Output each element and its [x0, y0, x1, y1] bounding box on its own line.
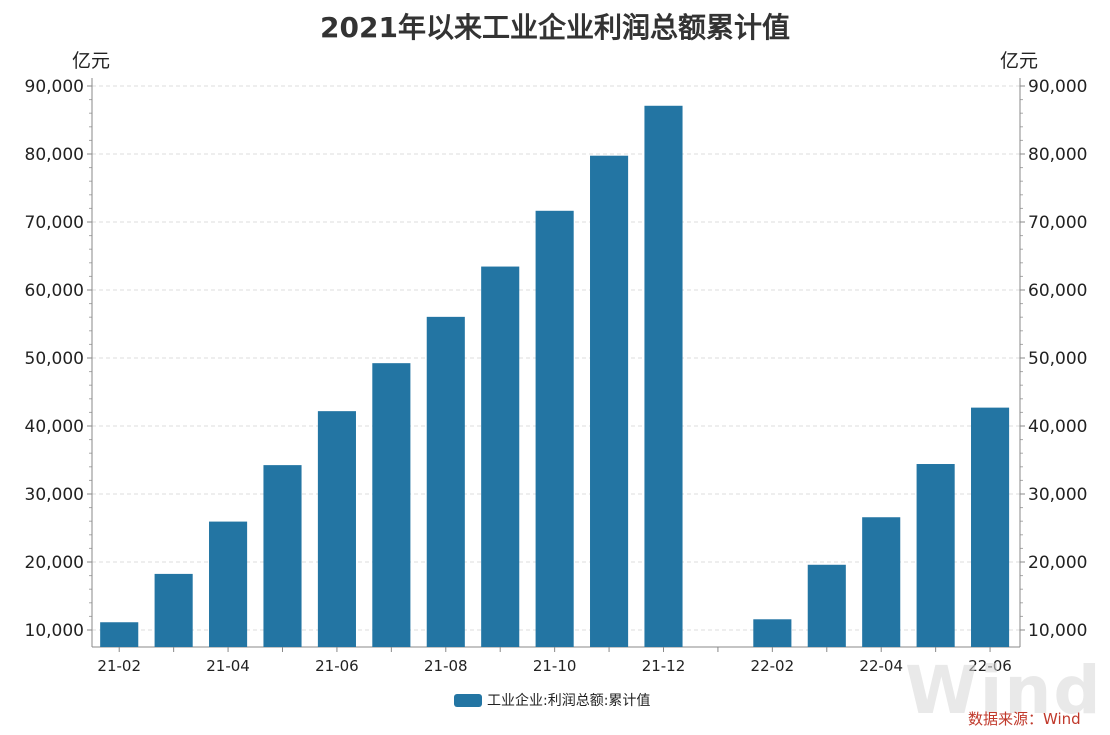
right-axis-tick-label: 80,000 [1028, 145, 1087, 165]
left-axis-tick-label: 80,000 [25, 145, 84, 165]
bar [590, 155, 629, 647]
right-axis-tick-label: 70,000 [1028, 213, 1087, 233]
left-axis-tick-label: 20,000 [25, 553, 84, 573]
right-axis-tick-label: 90,000 [1028, 77, 1087, 97]
bar [644, 105, 683, 647]
right-axis-tick-label: 50,000 [1028, 349, 1087, 369]
bar [535, 210, 574, 647]
left-axis-tick-label: 50,000 [25, 349, 84, 369]
bar [154, 573, 193, 647]
chart-title: 2021年以来工业企业利润总额累计值 [320, 11, 790, 44]
legend-label: 工业企业:利润总额:累计值 [487, 693, 651, 709]
watermark-logo: Wind [905, 652, 1103, 729]
left-axis-unit: 亿元 [72, 50, 111, 72]
bar [100, 622, 139, 647]
right-axis-tick-label: 30,000 [1028, 485, 1087, 505]
bar [862, 517, 901, 647]
left-axis-tick-label: 90,000 [25, 77, 84, 97]
bar [807, 564, 846, 647]
legend-swatch [454, 693, 482, 707]
x-axis-tick-label: 22-04 [859, 657, 903, 675]
x-axis-tick-label: 21-12 [642, 657, 686, 675]
left-axis-tick-label: 60,000 [25, 281, 84, 301]
bar [481, 266, 520, 647]
bar [263, 465, 302, 647]
right-axis-tick-label: 10,000 [1028, 621, 1087, 641]
bar [971, 407, 1010, 647]
legend: 工业企业:利润总额:累计值 [454, 690, 650, 710]
x-axis-tick-label: 21-10 [533, 657, 577, 675]
right-axis-tick-label: 60,000 [1028, 281, 1087, 301]
x-axis-tick-label: 21-02 [97, 657, 141, 675]
right-axis-unit: 亿元 [1000, 50, 1039, 72]
bar [753, 619, 792, 647]
bar [209, 521, 248, 647]
x-axis-tick-label: 21-04 [206, 657, 250, 675]
bar [426, 316, 465, 647]
x-axis-tick-label: 21-08 [424, 657, 468, 675]
left-axis-tick-label: 40,000 [25, 417, 84, 437]
right-axis-tick-label: 40,000 [1028, 417, 1087, 437]
bar [317, 411, 356, 647]
left-axis-tick-label: 70,000 [25, 213, 84, 233]
left-axis-tick-label: 30,000 [25, 485, 84, 505]
bar [372, 363, 411, 647]
x-axis-tick-label: 22-02 [751, 657, 795, 675]
right-axis-tick-label: 20,000 [1028, 553, 1087, 573]
x-axis-tick-label: 21-06 [315, 657, 359, 675]
bar [916, 464, 955, 647]
x-axis-tick-label: 22-06 [968, 657, 1012, 675]
left-axis-tick-label: 10,000 [25, 621, 84, 641]
data-source: 数据来源：Wind [968, 710, 1081, 728]
